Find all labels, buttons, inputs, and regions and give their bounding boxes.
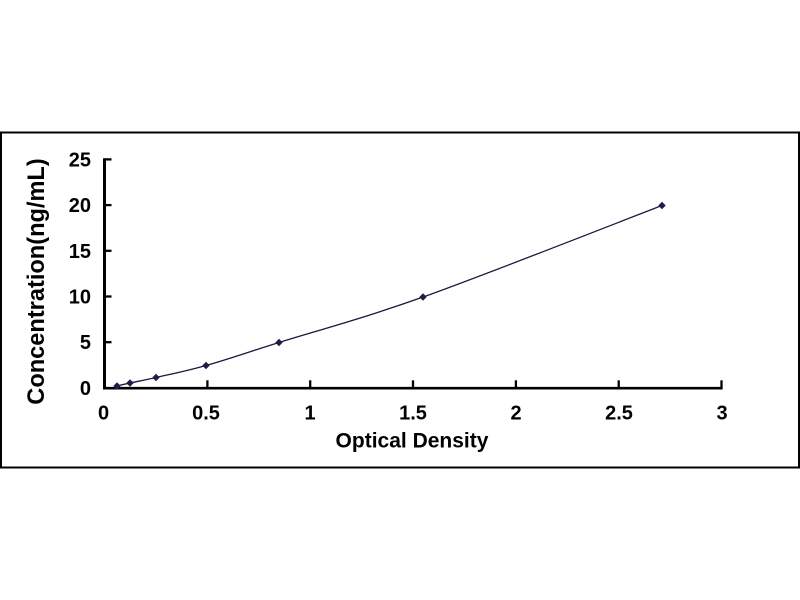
svg-text:20: 20 (69, 195, 91, 217)
svg-text:1: 1 (304, 403, 315, 425)
svg-text:15: 15 (69, 241, 91, 263)
svg-text:2: 2 (510, 403, 521, 425)
svg-text:2.5: 2.5 (605, 403, 633, 425)
svg-text:1.5: 1.5 (399, 403, 427, 425)
svg-text:0: 0 (80, 378, 91, 400)
svg-text:25: 25 (69, 149, 91, 171)
svg-text:10: 10 (69, 287, 91, 309)
svg-text:3: 3 (716, 403, 727, 425)
svg-text:Concentration(ng/mL): Concentration(ng/mL) (24, 158, 50, 404)
svg-text:Optical Density: Optical Density (336, 429, 489, 452)
svg-text:0.5: 0.5 (192, 403, 220, 425)
svg-text:5: 5 (80, 332, 91, 354)
svg-text:0: 0 (98, 403, 109, 425)
